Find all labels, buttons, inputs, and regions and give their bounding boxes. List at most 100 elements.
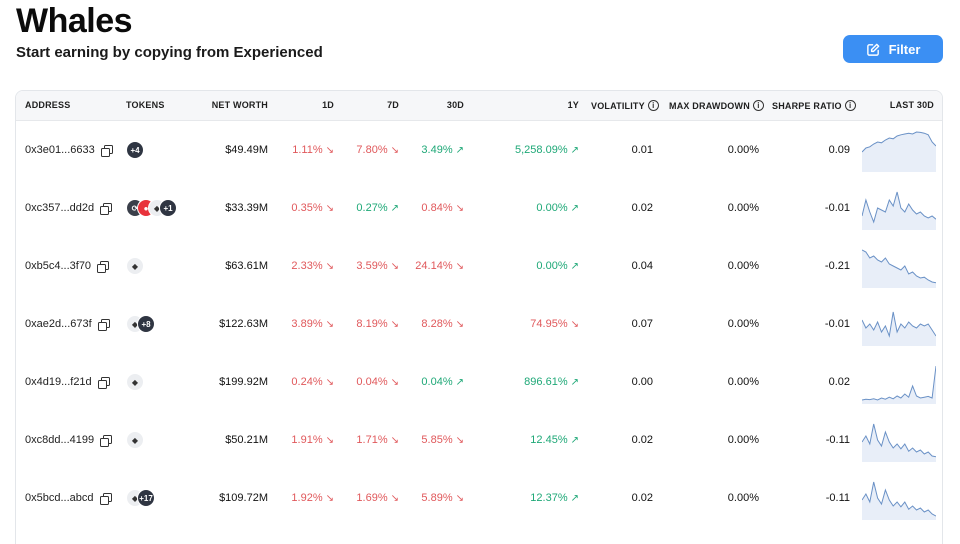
change-d30-value: 5.85% bbox=[421, 434, 453, 446]
filter-button-label: Filter bbox=[888, 41, 921, 57]
info-icon[interactable]: i bbox=[752, 100, 764, 111]
table-row[interactable]: 0xae2d...673f ◆ +8 $122.63M 3.89% ↘ 8.19%… bbox=[16, 295, 942, 353]
change-d7-value: 7.80% bbox=[356, 144, 388, 156]
col-30d[interactable]: 30D bbox=[446, 100, 464, 110]
col-net-worth[interactable]: NET WORTH bbox=[211, 100, 268, 110]
copy-icon[interactable] bbox=[100, 434, 113, 447]
col-tokens[interactable]: TOKENS bbox=[126, 100, 165, 110]
col-last-30d[interactable]: LAST 30D bbox=[889, 100, 934, 110]
change-d30-value: 8.28% bbox=[421, 318, 453, 330]
sparkline-line bbox=[862, 481, 936, 517]
volatility-value: 0.00 bbox=[631, 376, 653, 388]
sharpe-ratio-value: 0.02 bbox=[828, 376, 850, 388]
table-header: ADDRESS TOKENS NET WORTH 1D 7D 30D 1Y VO… bbox=[16, 91, 942, 121]
trend-down-icon: ↘ bbox=[325, 260, 334, 272]
col-volatility[interactable]: VOLATILITY i bbox=[591, 100, 659, 111]
change-d7: 7.80% ↘ bbox=[341, 121, 399, 179]
address-cell: 0x5bcd...abcd bbox=[25, 469, 112, 527]
info-icon[interactable]: i bbox=[844, 100, 856, 111]
more-tokens-badge[interactable]: +4 bbox=[126, 141, 144, 159]
edit-icon bbox=[866, 43, 879, 56]
copy-icon[interactable] bbox=[97, 376, 110, 389]
filter-button[interactable]: Filter bbox=[843, 35, 943, 63]
wallet-address[interactable]: 0x3e01...6633 bbox=[25, 144, 95, 156]
trend-down-icon: ↘ bbox=[455, 492, 464, 504]
volatility-value: 0.01 bbox=[631, 144, 653, 156]
col-1d[interactable]: 1D bbox=[322, 100, 334, 110]
col-1y[interactable]: 1Y bbox=[567, 100, 579, 110]
sharpe-ratio-value: -0.01 bbox=[824, 202, 850, 214]
copy-icon[interactable] bbox=[100, 202, 113, 215]
change-y1: 12.45% ↗ bbox=[486, 411, 579, 469]
change-d1: 1.92% ↘ bbox=[276, 469, 334, 527]
change-y1: 896.61% ↗ bbox=[486, 353, 579, 411]
wallet-address[interactable]: 0x4d19...f21d bbox=[25, 376, 92, 388]
copy-icon[interactable] bbox=[99, 492, 112, 505]
trend-up-icon: ↗ bbox=[455, 144, 464, 156]
net-worth: $199.92M bbox=[219, 376, 268, 388]
address-cell: 0xb5c4...3f70 bbox=[25, 237, 110, 295]
eth-icon: ◆ bbox=[126, 373, 144, 391]
change-d30: 5.85% ↘ bbox=[406, 411, 464, 469]
col-sharpe-ratio[interactable]: SHARPE RATIO i bbox=[772, 100, 856, 111]
col-sharpe-ratio-label: SHARPE RATIO bbox=[772, 100, 842, 111]
tokens-cell: ◆ bbox=[126, 353, 144, 411]
eth-icon: ◆ bbox=[126, 257, 144, 275]
info-icon[interactable]: i bbox=[647, 100, 659, 111]
sharpe-ratio-value: -0.11 bbox=[825, 434, 850, 446]
change-d30: 0.04% ↗ bbox=[406, 353, 464, 411]
change-d1-value: 1.11% bbox=[292, 144, 323, 156]
sparkline-area bbox=[862, 366, 936, 404]
sparkline-line bbox=[862, 311, 936, 338]
wallet-address[interactable]: 0xb5c4...3f70 bbox=[25, 260, 92, 272]
change-y1-value: 0.00% bbox=[536, 202, 568, 214]
table-row[interactable]: 0x5bcd...abcd ◆ +17 $109.72M 1.92% ↘ 1.69… bbox=[16, 469, 942, 527]
col-7d[interactable]: 7D bbox=[387, 100, 399, 110]
trend-down-icon: ↘ bbox=[390, 434, 399, 446]
max-drawdown-value: 0.00% bbox=[727, 260, 759, 272]
wallet-address[interactable]: 0xc357...dd2d bbox=[25, 202, 95, 214]
change-d30: 5.89% ↘ bbox=[406, 469, 464, 527]
tokens-cell: ◆ +8 bbox=[126, 295, 155, 353]
sparkline-chart bbox=[862, 365, 936, 404]
volatility-value: 0.07 bbox=[631, 318, 653, 330]
copy-icon[interactable] bbox=[97, 318, 110, 331]
trend-up-icon: ↗ bbox=[570, 202, 579, 214]
table-row[interactable]: 0xc8dd...4199 ◆ $50.21M 1.91% ↘ 1.71% ↘ … bbox=[16, 411, 942, 469]
sparkline-area bbox=[862, 424, 936, 462]
table-row[interactable]: 0x3e01...6633 +4 $49.49M 1.11% ↘ 7.80% ↘… bbox=[16, 121, 942, 179]
sharpe-ratio-value: 0.09 bbox=[828, 144, 850, 156]
wallet-address[interactable]: 0xae2d...673f bbox=[25, 318, 92, 330]
change-d7: 0.04% ↘ bbox=[341, 353, 399, 411]
more-tokens-badge[interactable]: +8 bbox=[137, 315, 155, 333]
change-d1-value: 2.33% bbox=[291, 260, 323, 272]
wallet-address[interactable]: 0x5bcd...abcd bbox=[25, 492, 94, 504]
change-y1-value: 896.61% bbox=[524, 376, 568, 388]
change-d30: 24.14% ↘ bbox=[406, 237, 464, 295]
sparkline-line bbox=[862, 131, 936, 153]
address-cell: 0x4d19...f21d bbox=[25, 353, 110, 411]
max-drawdown-value: 0.00% bbox=[727, 376, 759, 388]
copy-icon[interactable] bbox=[97, 260, 110, 273]
more-tokens-badge[interactable]: +1 bbox=[159, 199, 177, 217]
change-d1: 3.89% ↘ bbox=[276, 295, 334, 353]
trend-down-icon: ↘ bbox=[455, 260, 464, 272]
change-d1-value: 0.24% bbox=[291, 376, 323, 388]
change-d7: 8.19% ↘ bbox=[341, 295, 399, 353]
change-y1-value: 12.45% bbox=[530, 434, 568, 446]
wallet-address[interactable]: 0xc8dd...4199 bbox=[25, 434, 95, 446]
copy-icon[interactable] bbox=[100, 144, 113, 157]
col-address[interactable]: ADDRESS bbox=[25, 100, 71, 110]
col-max-drawdown[interactable]: MAX DRAWDOWN i bbox=[669, 100, 764, 111]
sharpe-ratio-value: -0.11 bbox=[825, 492, 850, 504]
change-d1: 0.24% ↘ bbox=[276, 353, 334, 411]
table-row[interactable]: 0x4d19...f21d ◆ $199.92M 0.24% ↘ 0.04% ↘… bbox=[16, 353, 942, 411]
change-d30-value: 5.89% bbox=[421, 492, 453, 504]
sparkline-area bbox=[862, 192, 936, 230]
change-d1: 1.11% ↘ bbox=[276, 121, 334, 179]
table-row[interactable]: 0xb5c4...3f70 ◆ $63.61M 2.33% ↘ 3.59% ↘ … bbox=[16, 237, 942, 295]
change-y1-value: 74.95% bbox=[530, 318, 568, 330]
more-tokens-badge[interactable]: +17 bbox=[137, 489, 155, 507]
sparkline-line bbox=[862, 249, 936, 284]
table-row[interactable]: 0xc357...dd2d ⟳ ● ◆ +1 $33.39M 0.35% ↘ 0.27… bbox=[16, 179, 942, 237]
